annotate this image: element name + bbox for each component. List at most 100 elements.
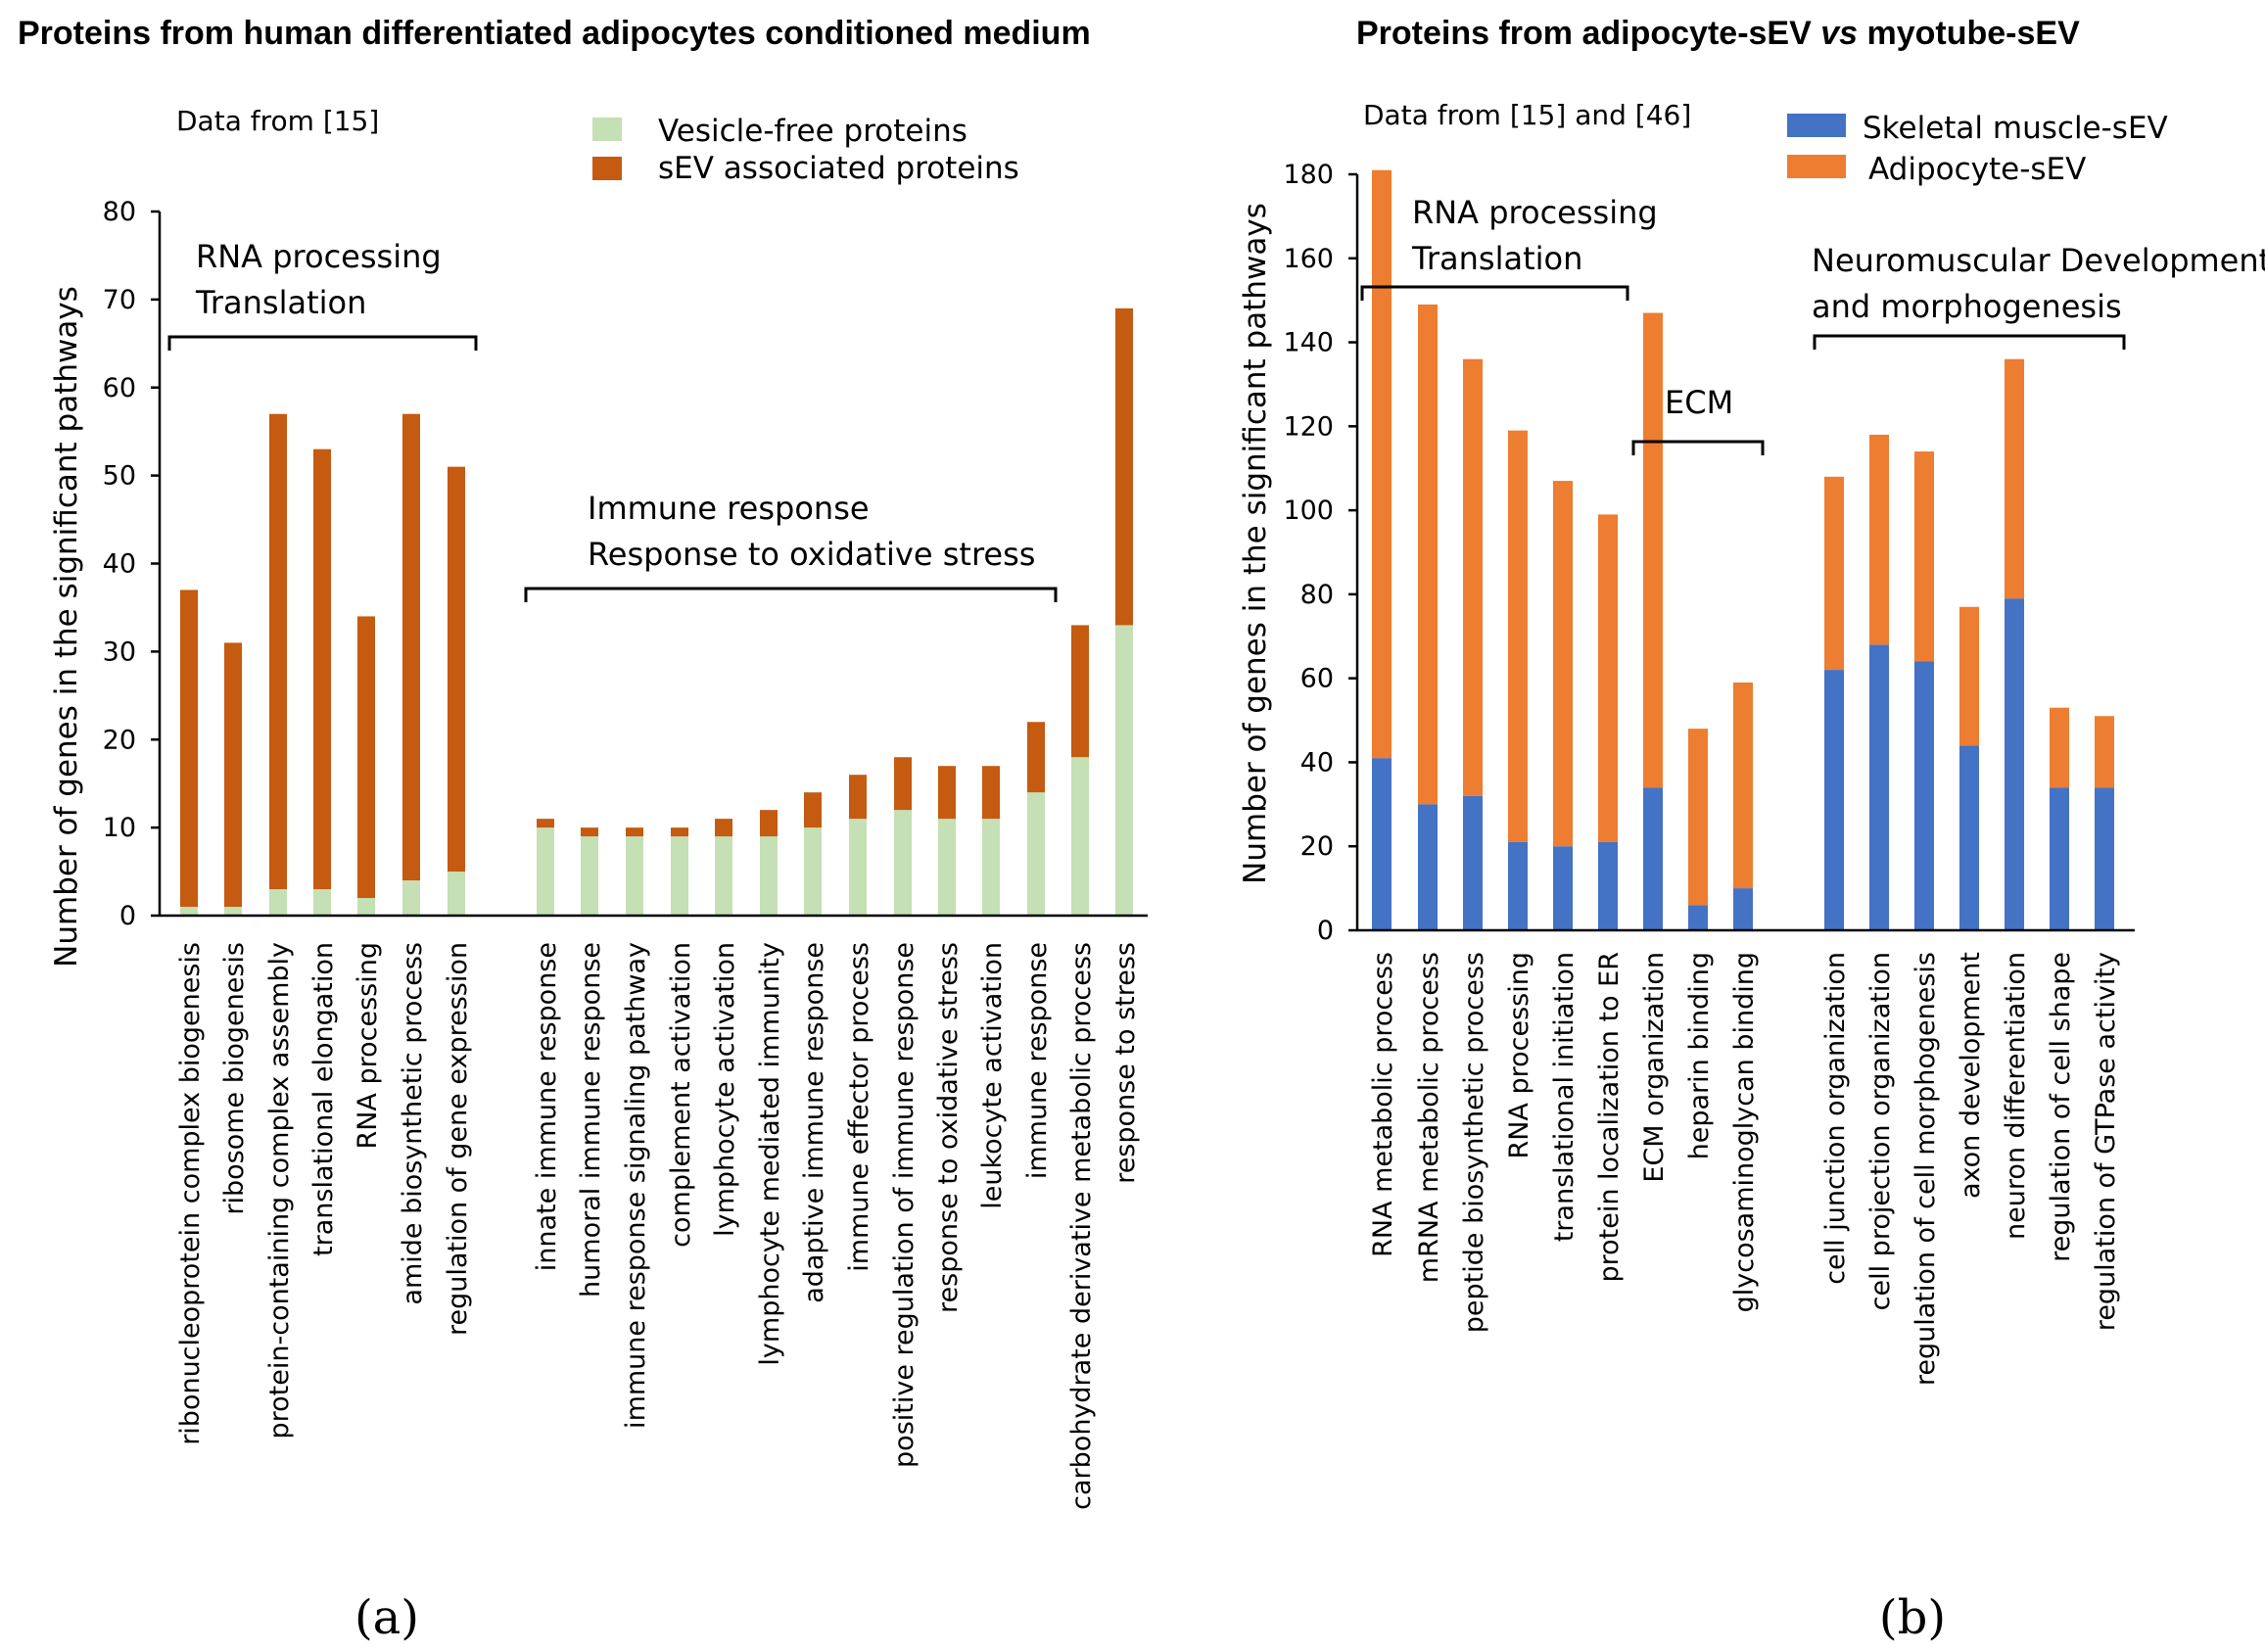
y-tick-label: 120 — [1283, 411, 1334, 442]
bar-adipocyte-sev-translational-initiation — [1553, 481, 1573, 847]
bar-vesicle-free-proteins-humoral-immune-response — [581, 836, 598, 916]
bar-skeletal-muscle-sev-protein-localization-to-er — [1598, 841, 1618, 930]
bar-skeletal-muscle-sev-heparin-binding — [1688, 905, 1708, 930]
category-label-response-to-stress: response to stress — [1110, 942, 1141, 1184]
category-label-leukocyte-activation: leukocyte activation — [977, 942, 1008, 1209]
annotation-bracket-1 — [167, 335, 478, 351]
category-label-cell-junction-organization: cell junction organization — [1820, 952, 1851, 1285]
y-tick-label: 0 — [119, 901, 136, 931]
category-label-translational-initiation: translational initiation — [1549, 952, 1580, 1242]
bar-vesicle-free-proteins-amide-biosynthetic-process — [402, 880, 420, 916]
legend-label-sev-associated: sEV associated proteins — [658, 151, 1019, 186]
legend-swatch-adipocyte — [1787, 155, 1846, 178]
bar-sev-associated-proteins-ribosome-biogenesis — [224, 642, 242, 908]
category-label-humoral-immune-response: humoral immune response — [576, 942, 606, 1298]
y-tick-label: 0 — [1317, 916, 1334, 946]
bar-vesicle-free-proteins-regulation-of-gene-expression — [448, 872, 465, 916]
bar-skeletal-muscle-sev-translational-initiation — [1553, 846, 1573, 930]
bar-sev-associated-proteins-response-to-stress — [1115, 307, 1133, 626]
bar-adipocyte-sev-regulation-of-gtpase-activity — [2095, 716, 2114, 788]
category-label-glycosaminoglycan-binding: glycosaminoglycan binding — [1729, 952, 1760, 1312]
bar-sev-associated-proteins-immune-effector-process — [849, 775, 867, 820]
bar-vesicle-free-proteins-immune-effector-process — [849, 819, 867, 916]
annotation-text-3-2: and morphogenesis — [1812, 288, 2122, 325]
y-tick-label: 180 — [1283, 160, 1334, 190]
category-label-lymphocyte-activation: lymphocyte activation — [710, 942, 740, 1237]
bar-vesicle-free-proteins-complement-activation — [671, 836, 688, 916]
panel-a-y-axis-label: Number of genes in the significant pathw… — [49, 286, 84, 968]
bar-adipocyte-sev-cell-junction-organization — [1824, 476, 1844, 671]
panel-b-annotations: RNA processing Translation ECM Neuromuscula… — [1360, 194, 2265, 455]
y-tick-label: 40 — [103, 549, 136, 580]
y-tick-label: 60 — [1300, 664, 1334, 694]
panel-a-data-note: Data from [15] — [176, 105, 379, 137]
category-label-complement-activation: complement activation — [666, 942, 696, 1248]
bar-vesicle-free-proteins-rna-processing — [357, 898, 375, 916]
bar-vesicle-free-proteins-lymphocyte-mediated-immunity — [760, 836, 778, 916]
bar-sev-associated-proteins-lymphocyte-activation — [715, 819, 732, 837]
category-label-ecm-organization: ECM organization — [1639, 952, 1670, 1183]
annotation-bracket-2 — [1631, 440, 1765, 455]
y-tick-label: 100 — [1283, 496, 1334, 526]
bar-adipocyte-sev-ecm-organization — [1643, 312, 1663, 788]
bar-vesicle-free-proteins-response-to-oxidative-stress — [938, 819, 956, 916]
bar-skeletal-muscle-sev-glycosaminoglycan-binding — [1733, 888, 1753, 930]
y-tick-label: 80 — [103, 197, 136, 227]
y-tick-label: 20 — [103, 725, 136, 755]
category-label-ribonucleoprotein-complex-biogenesis: ribonucleoprotein complex biogenesis — [175, 942, 206, 1445]
category-label-ribosome-biogenesis: ribosome biogenesis — [219, 942, 250, 1215]
category-label-peptide-biosynthetic-process: peptide biosynthetic process — [1459, 952, 1489, 1333]
bar-skeletal-muscle-sev-regulation-of-cell-morphogenesis — [1914, 661, 1934, 930]
bar-vesicle-free-proteins-immune-response — [1027, 792, 1045, 916]
annotation-text-1-2: Translation — [1411, 240, 1582, 277]
bar-skeletal-muscle-sev-peptide-biosynthetic-process — [1463, 795, 1483, 930]
bar-vesicle-free-proteins-lymphocyte-activation — [715, 836, 732, 916]
bar-sev-associated-proteins-complement-activation — [671, 827, 688, 837]
legend-label-skeletal-muscle: Skeletal muscle-sEV — [1863, 111, 2168, 146]
bar-skeletal-muscle-sev-regulation-of-gtpase-activity — [2095, 787, 2114, 930]
bar-adipocyte-sev-peptide-biosynthetic-process — [1463, 358, 1483, 796]
bar-sev-associated-proteins-positive-regulation-of-immune-response — [894, 757, 912, 811]
category-label-neuron-differentiation: neuron differentiation — [2001, 952, 2031, 1240]
bar-vesicle-free-proteins-protein-containing-complex-assembly — [269, 889, 287, 916]
y-tick-label: 40 — [1300, 747, 1334, 778]
y-tick-label: 80 — [1300, 580, 1334, 610]
category-label-rna-processing: RNA processing — [1504, 952, 1534, 1159]
bar-adipocyte-sev-rna-processing — [1508, 430, 1528, 842]
bar-vesicle-free-proteins-innate-immune-response — [537, 827, 554, 916]
panel-b-y-ticks: 0 20 40 60 80 100 120 140 160 180 — [1283, 160, 1357, 946]
bar-sev-associated-proteins-immune-response-signaling-pathway — [626, 827, 643, 837]
legend-swatch-vesicle-free — [592, 118, 622, 141]
category-label-amide-biosynthetic-process: amide biosynthetic process — [398, 942, 428, 1305]
bar-vesicle-free-proteins-immune-response-signaling-pathway — [626, 836, 643, 916]
legend-label-adipocyte: Adipocyte-sEV — [1868, 152, 2086, 187]
category-label-translational-elongation: translational elongation — [308, 942, 339, 1256]
bar-vesicle-free-proteins-adaptive-immune-response — [804, 827, 822, 916]
bar-adipocyte-sev-axon-development — [1959, 606, 1979, 746]
bar-skeletal-muscle-sev-regulation-of-cell-shape — [2050, 787, 2069, 930]
bar-adipocyte-sev-protein-localization-to-er — [1598, 514, 1618, 842]
bar-adipocyte-sev-regulation-of-cell-shape — [2050, 707, 2069, 788]
panel-b-chart: Proteins from adipocyte-sEV vs myotube-s… — [1238, 15, 2265, 1645]
panel-b-title-vs: vs — [1820, 15, 1858, 52]
bar-vesicle-free-proteins-ribosome-biogenesis — [224, 907, 242, 916]
bar-vesicle-free-proteins-translational-elongation — [313, 889, 331, 916]
y-tick-label: 10 — [103, 813, 136, 843]
bar-skeletal-muscle-sev-cell-junction-organization — [1824, 670, 1844, 930]
category-label-protein-localization-to-er: protein localization to ER — [1594, 952, 1625, 1283]
annotation-text-2-2: Response to oxidative stress — [588, 536, 1035, 573]
panel-b-title-part-2: myotube-sEV — [1858, 15, 2080, 52]
category-label-innate-immune-response: innate immune response — [532, 942, 562, 1271]
panel-b-title: Proteins from adipocyte-sEV vs myotube-s… — [1356, 15, 2080, 52]
panel-b-label: (b) — [1879, 1590, 1946, 1645]
y-tick-label: 50 — [103, 461, 136, 492]
panel-a-label: (a) — [354, 1590, 419, 1645]
annotation-bracket-2 — [524, 587, 1058, 602]
panel-b-bars — [1372, 169, 2114, 930]
category-label-lymphocyte-mediated-immunity: lymphocyte mediated immunity — [755, 942, 785, 1366]
bar-sev-associated-proteins-translational-elongation — [313, 448, 331, 890]
category-label-rna-metabolic-process: RNA metabolic process — [1368, 952, 1398, 1257]
annotation-text-3-1: Neuromuscular Development — [1812, 242, 2265, 279]
bar-sev-associated-proteins-rna-processing — [357, 616, 375, 899]
category-label-cell-projection-organization: cell projection organization — [1865, 952, 1896, 1310]
